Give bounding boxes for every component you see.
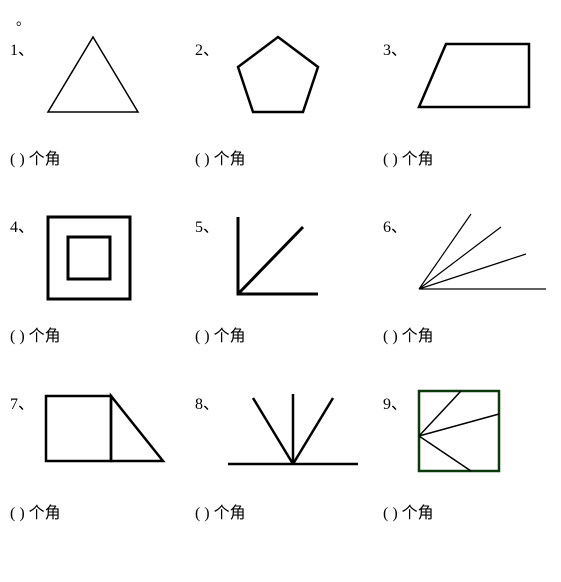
answer-6: ( ) 个角 (383, 322, 551, 346)
label-1: 1、 (10, 36, 34, 60)
cell-4: 4、 ( ) 个角 (10, 209, 175, 346)
label-9: 9、 (383, 390, 407, 414)
suffix: 个角 (402, 328, 434, 345)
label-5: 5、 (195, 213, 219, 237)
shape-triangle (38, 32, 175, 127)
label-6: 6、 (383, 213, 407, 237)
cell-8: 8、 ( ) 个角 (195, 386, 363, 523)
blank: ( ) (195, 328, 210, 345)
suffix: 个角 (29, 328, 61, 345)
label-7: 7、 (10, 390, 34, 414)
blank: ( ) (383, 505, 398, 522)
label-4: 4、 (10, 213, 34, 237)
answer-2: ( ) 个角 (195, 145, 363, 169)
cell-5: 5、 ( ) 个角 (195, 209, 363, 346)
blank: ( ) (195, 505, 210, 522)
shape-square-inscribed (411, 386, 551, 481)
answer-4: ( ) 个角 (10, 322, 175, 346)
suffix: 个角 (214, 505, 246, 522)
shape-rays-horizon (223, 386, 363, 481)
shape-pentagon (223, 32, 363, 127)
answer-1: ( ) 个角 (10, 145, 175, 169)
blank: ( ) (10, 328, 25, 345)
suffix: 个角 (214, 151, 246, 168)
label-8: 8、 (195, 390, 219, 414)
answer-8: ( ) 个角 (195, 499, 363, 523)
blank: ( ) (195, 151, 210, 168)
cell-9: 9、 ( ) 个角 (383, 386, 551, 523)
label-2: 2、 (195, 36, 219, 60)
cell-3: 3、 ( ) 个角 (383, 32, 551, 169)
shape-square-triangle (38, 386, 175, 481)
answer-5: ( ) 个角 (195, 322, 363, 346)
answer-3: ( ) 个角 (383, 145, 551, 169)
suffix: 个角 (29, 151, 61, 168)
cell-7: 7、 ( ) 个角 (10, 386, 175, 523)
suffix: 个角 (402, 505, 434, 522)
suffix: 个角 (214, 328, 246, 345)
header-symbol: 。 (16, 10, 551, 30)
shape-fan-lines (411, 209, 551, 309)
blank: ( ) (10, 151, 25, 168)
suffix: 个角 (29, 505, 61, 522)
blank: ( ) (383, 328, 398, 345)
blank: ( ) (383, 151, 398, 168)
cell-1: 1、 ( ) 个角 (10, 32, 175, 169)
label-3: 3、 (383, 36, 407, 60)
answer-9: ( ) 个角 (383, 499, 551, 523)
shape-trapezoid (411, 32, 551, 127)
shape-nested-squares (38, 209, 175, 309)
worksheet-grid: 1、 ( ) 个角 2、 ( ) 个角 (10, 32, 551, 523)
cell-6: 6、 ( ) 个角 (383, 209, 551, 346)
blank: ( ) (10, 505, 25, 522)
answer-7: ( ) 个角 (10, 499, 175, 523)
suffix: 个角 (402, 151, 434, 168)
shape-l-angle (223, 209, 363, 309)
cell-2: 2、 ( ) 个角 (195, 32, 363, 169)
